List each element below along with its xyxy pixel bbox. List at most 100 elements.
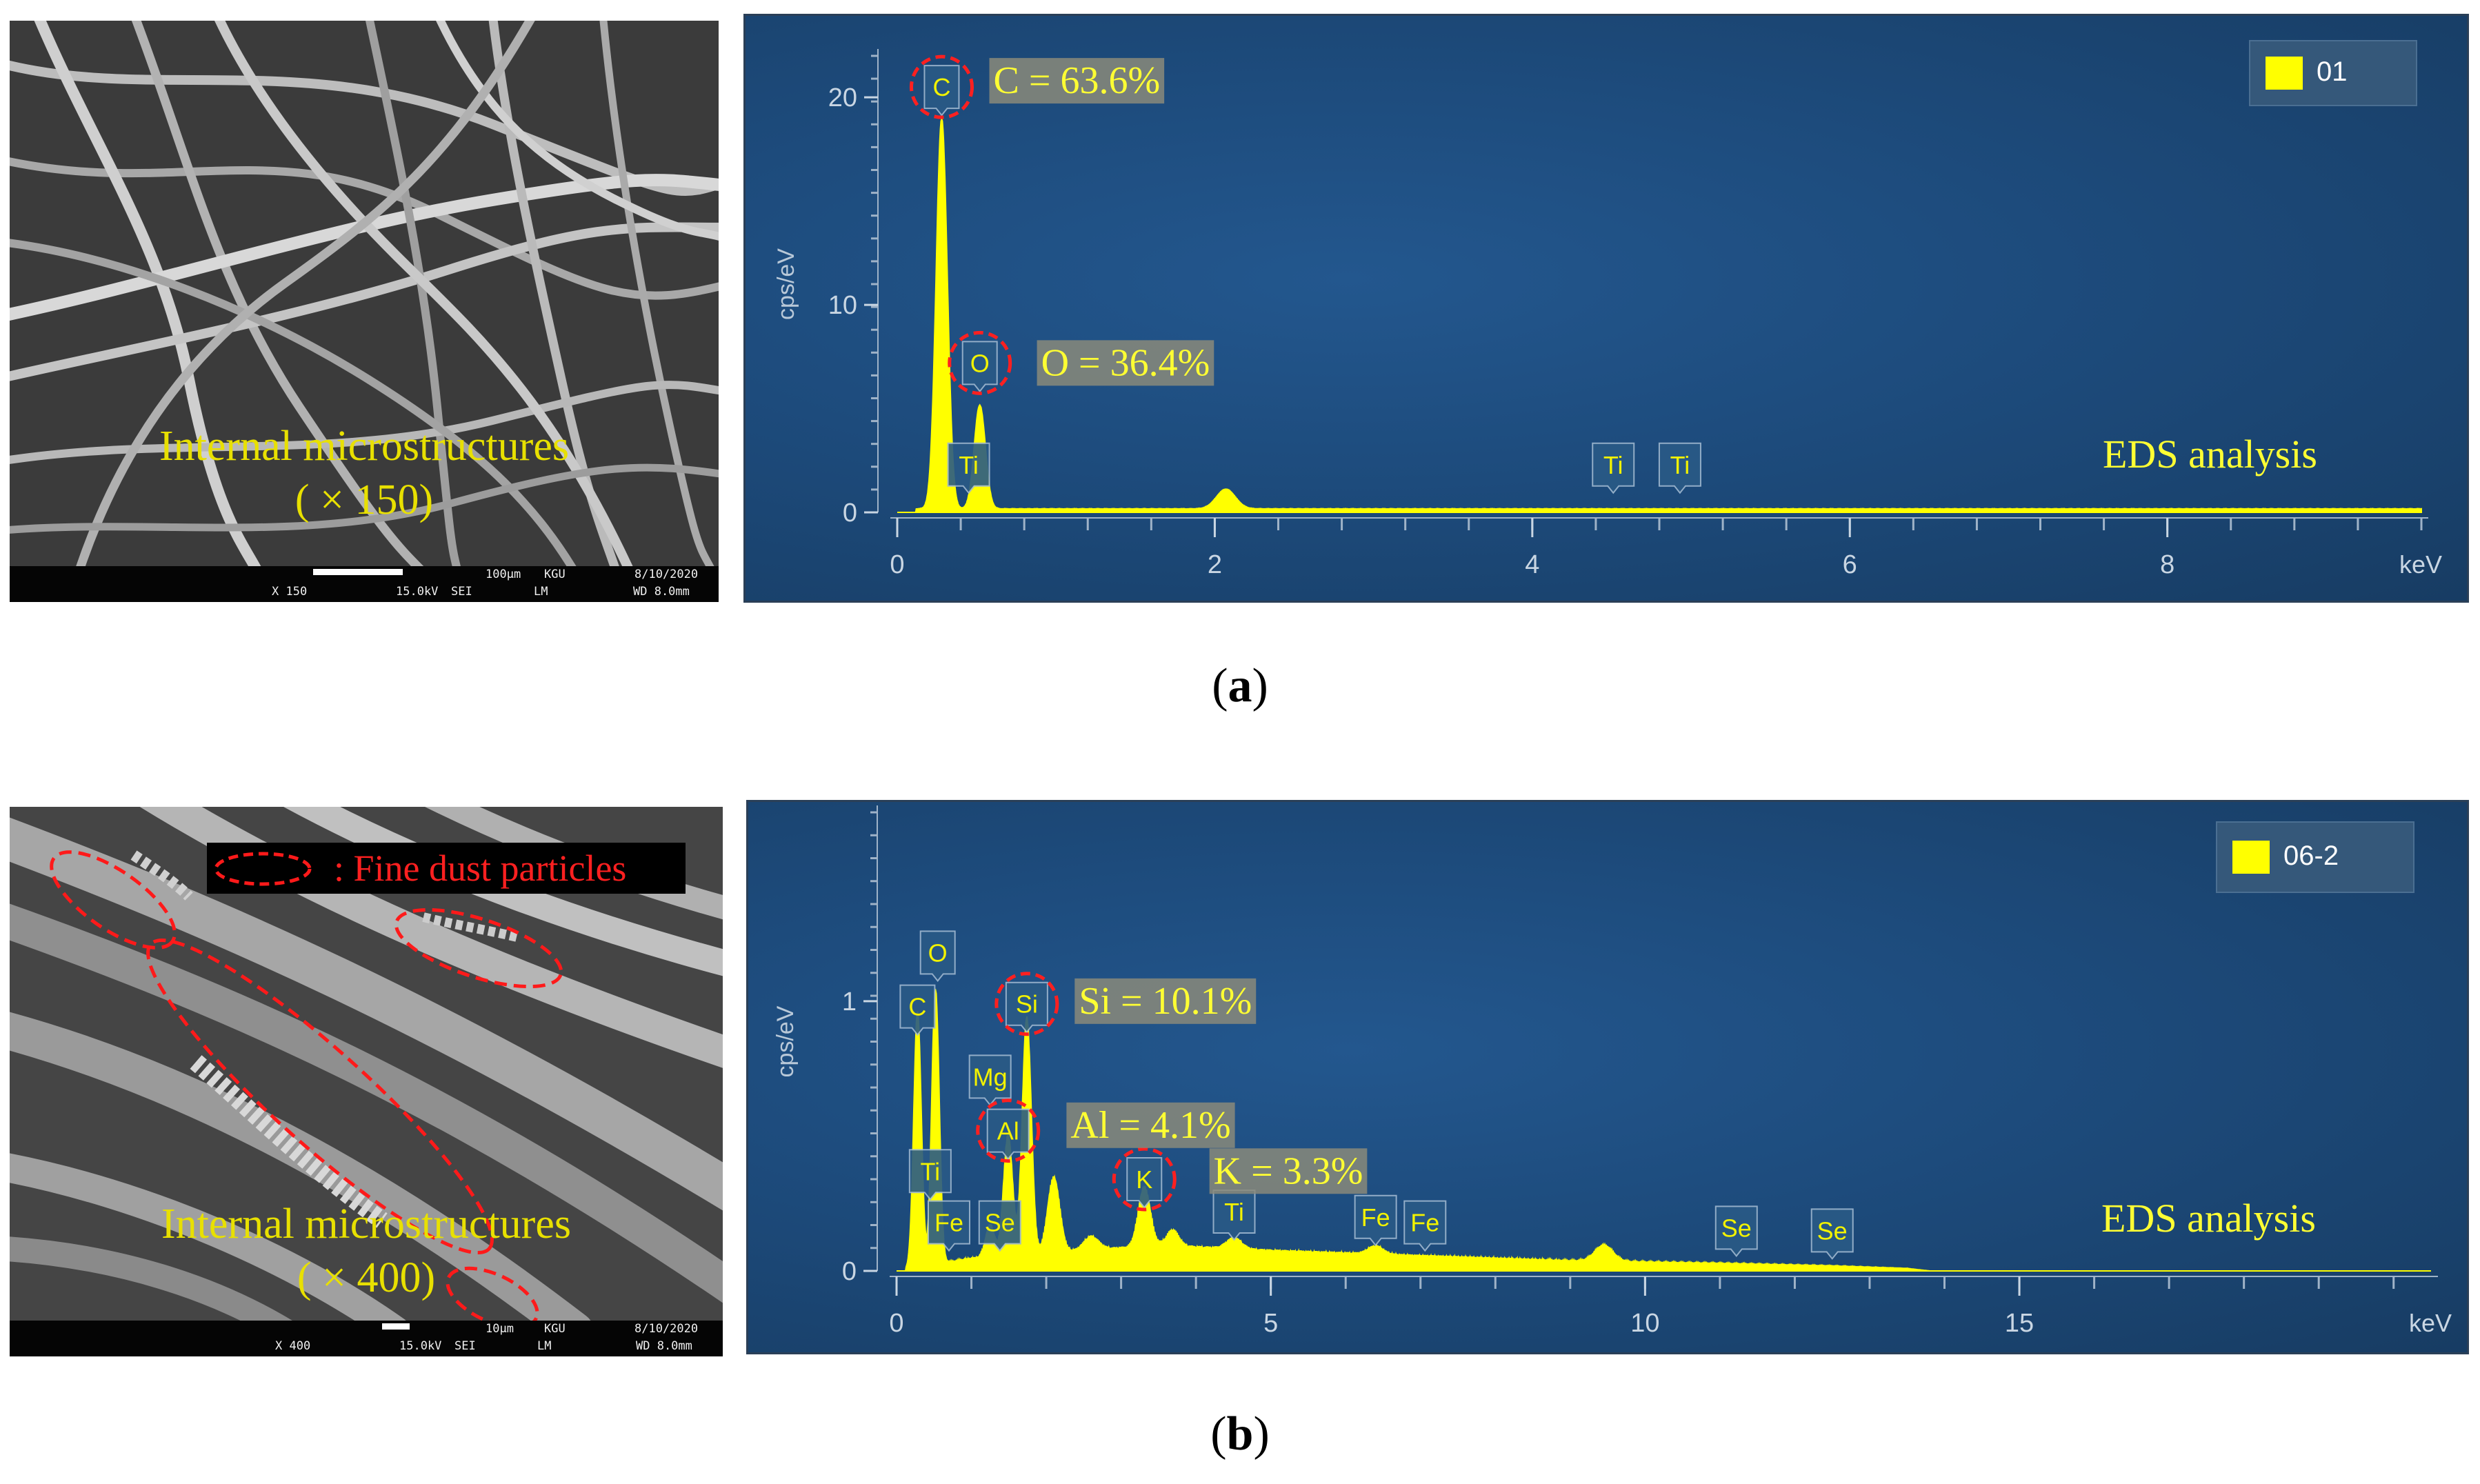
- element-marker: [986, 1108, 1030, 1161]
- element-marker: [1005, 981, 1048, 1034]
- peak-point: [1374, 1262, 1377, 1264]
- peak-point: [979, 408, 981, 410]
- composition-annotation: K = 3.3%: [1209, 1148, 1368, 1194]
- x-tick-label: 8: [2160, 550, 2174, 579]
- voltage-text: 15.0kV: [399, 1339, 442, 1353]
- element-marker: [1126, 1157, 1163, 1209]
- composition-annotation: Al = 4.1%: [1066, 1102, 1235, 1148]
- peak-point: [1052, 1194, 1054, 1196]
- dust-legend-marker: [214, 852, 312, 886]
- element-symbol: O: [928, 939, 948, 967]
- element-symbol: Ti: [1670, 451, 1690, 479]
- element-highlight-ring: [909, 54, 974, 119]
- composition-annotation: O = 36.4%: [1037, 340, 1214, 386]
- element-highlight-ring: [976, 1099, 1041, 1163]
- element-label-c: C: [899, 984, 936, 1036]
- sem-info-bar-a: 100µm KGU 8/10/2020 X 150 15.0kV SEI LM …: [10, 566, 719, 602]
- element-label-se: Se: [978, 1200, 1021, 1252]
- element-symbol: Ti: [1603, 451, 1623, 479]
- wd-text: WD 8.0mm: [633, 585, 690, 599]
- legend-b: 06-2: [2216, 821, 2414, 893]
- element-symbol: Se: [1721, 1214, 1752, 1242]
- element-highlight-ring: [1112, 1147, 1177, 1212]
- element-label-al: Al: [976, 1099, 1041, 1163]
- eds-title-a: EDS analysis: [2103, 432, 2317, 477]
- element-symbol: Fe: [1410, 1209, 1439, 1237]
- eds-chart-a: 0 10 20 cps/eV 0 2 4 6 8 keV C O Ti Ti Ti C = 63.6% O = …: [743, 14, 2469, 603]
- element-symbol: O: [970, 349, 990, 377]
- y-tick-label: 0: [843, 499, 857, 528]
- x-tick-label: 0: [889, 1309, 903, 1338]
- mode-text: LM: [537, 1339, 552, 1353]
- element-label-fe: Fe: [927, 1200, 970, 1252]
- element-label-o: O: [948, 330, 1012, 395]
- element-label-ti: Ti: [1658, 442, 1701, 494]
- composition-box: [989, 58, 1165, 104]
- element-symbol: Si: [1016, 990, 1038, 1019]
- scale-text: 10µm: [486, 1322, 514, 1336]
- caption-letter-b: b: [1226, 1407, 1254, 1461]
- y-axis-label: cps/eV: [773, 248, 799, 320]
- element-symbol: K: [1136, 1165, 1152, 1194]
- legend-swatch: [2266, 57, 2303, 90]
- element-symbol: Se: [1817, 1216, 1848, 1245]
- element-label-ti: Ti: [947, 442, 990, 494]
- lab-text: KGU: [544, 568, 566, 581]
- x-tick-label: 4: [1525, 550, 1539, 579]
- x-tick-label: 10: [1630, 1309, 1659, 1338]
- element-marker: [1810, 1208, 1854, 1260]
- fiber-texture-a: [10, 21, 719, 566]
- composition-annotation: Si = 10.1%: [1074, 978, 1257, 1024]
- dust-legend: : Fine dust particles: [207, 843, 686, 894]
- element-label-ti: Ti: [1592, 442, 1635, 494]
- dust-legend-text: : Fine dust particles: [334, 848, 627, 889]
- y-tick-label: 1: [842, 987, 857, 1016]
- date-text: 8/10/2020: [634, 568, 699, 581]
- element-marker: [961, 341, 998, 392]
- element-marker: [1212, 1189, 1256, 1241]
- element-marker: [1592, 442, 1635, 494]
- composition-box: [1209, 1148, 1368, 1194]
- element-label-si: Si: [994, 972, 1059, 1036]
- detector-text: SEI: [451, 585, 472, 599]
- sem-image-b: : Fine dust particles Internal microstru…: [10, 807, 723, 1356]
- element-label-c: C: [909, 54, 974, 119]
- caption-a: (a): [1212, 659, 1268, 712]
- element-highlight-ring: [948, 330, 1012, 395]
- element-symbol: Mg: [973, 1063, 1008, 1091]
- element-symbol: Al: [997, 1117, 1019, 1145]
- element-symbol: Ti: [921, 1157, 941, 1185]
- sem-label-line1: Internal microstructures: [161, 1201, 571, 1247]
- scale-text: 100µm: [486, 568, 521, 581]
- magnification-text: X 150: [272, 585, 308, 599]
- peak-point: [1172, 1254, 1174, 1256]
- eds-chart-b: 0 1 cps/eV 0 5 10 15 keV O C Si Mg Al K Ti Fe Se Ti Fe Fe Se…: [746, 800, 2469, 1354]
- element-marker: [978, 1200, 1021, 1252]
- y-tick-label: 10: [828, 291, 857, 320]
- x-tick-label: 6: [1843, 550, 1857, 579]
- spectrum-series: [897, 988, 2431, 1272]
- element-marker: [923, 65, 960, 117]
- sem-label-line2: ( × 150): [294, 477, 434, 523]
- composition-text: C = 63.6%: [994, 59, 1161, 102]
- scale-bar: [382, 1323, 410, 1330]
- legend-label: 01: [2317, 57, 2348, 87]
- sem-image-a: Internal microstructures ( × 150) 100µm …: [10, 21, 719, 602]
- caption-b: (b): [1210, 1407, 1270, 1461]
- x-axis-label: keV: [2409, 1309, 2452, 1337]
- element-label-se: Se: [1810, 1208, 1854, 1260]
- peak-point: [1090, 1256, 1092, 1259]
- element-marker: [947, 442, 990, 494]
- spectrum-series: [897, 117, 2422, 513]
- legend-label: 06-2: [2283, 841, 2339, 871]
- element-label-fe: Fe: [1354, 1194, 1397, 1247]
- composition-text: Si = 10.1%: [1079, 980, 1252, 1023]
- dust-highlights: [50, 850, 563, 1321]
- x-axis-label: keV: [2399, 550, 2442, 579]
- peak-point: [1225, 492, 1227, 494]
- legend-a: 01: [2249, 40, 2417, 106]
- element-label-k: K: [1112, 1147, 1177, 1212]
- composition-box: [1066, 1102, 1235, 1148]
- composition-annotation: C = 63.6%: [989, 58, 1165, 104]
- element-marker: [968, 1054, 1012, 1106]
